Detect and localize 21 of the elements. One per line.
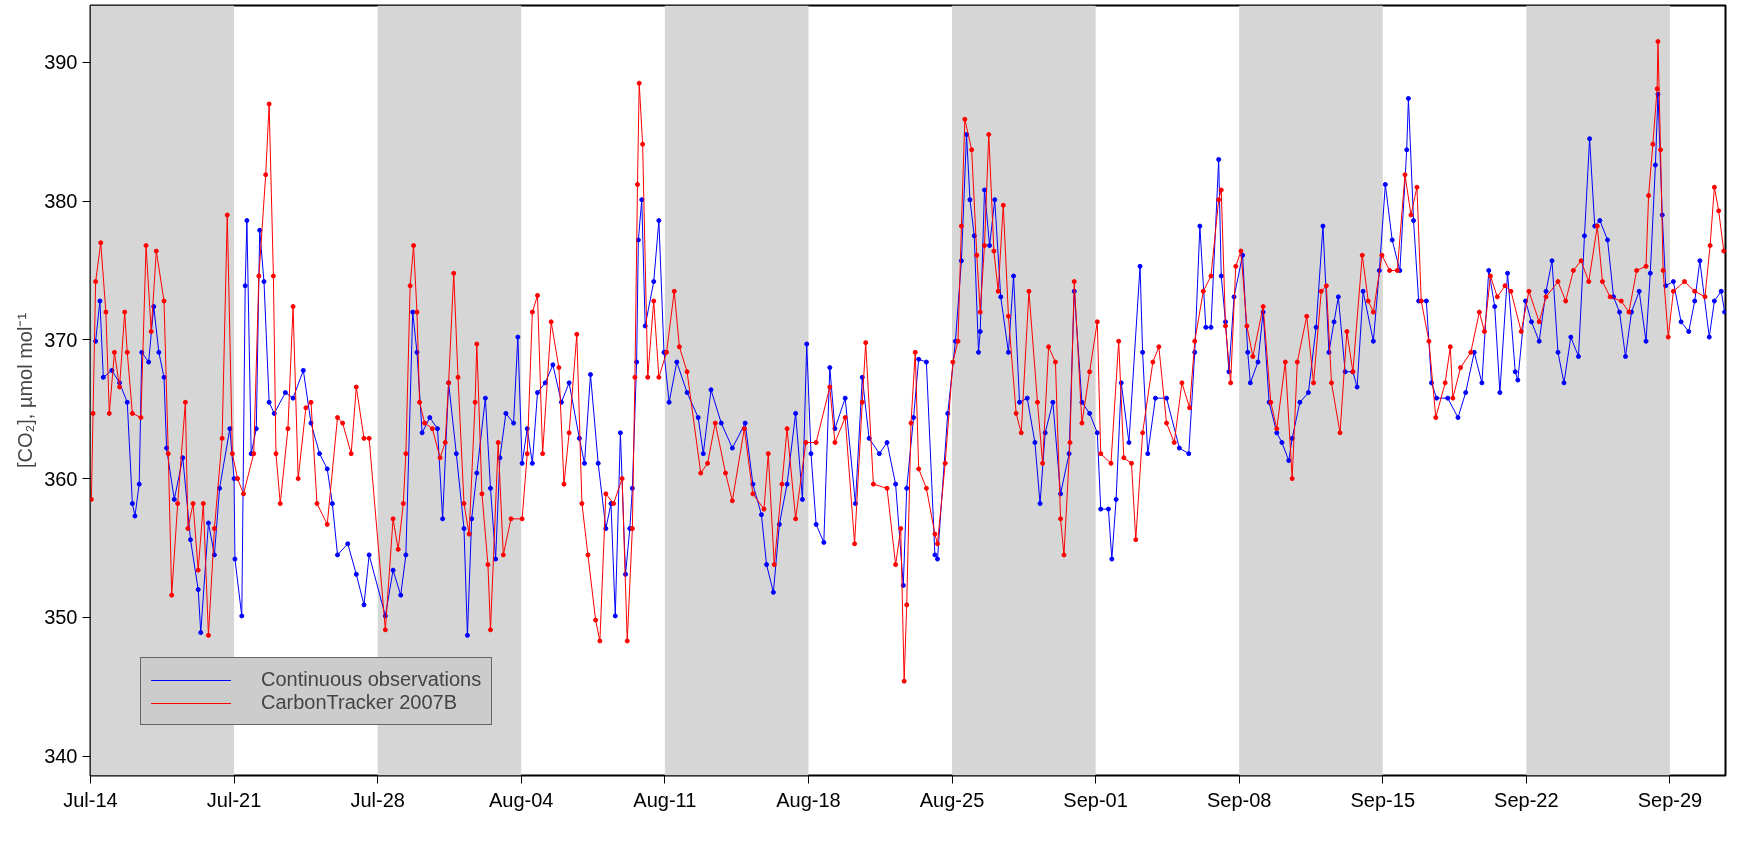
x-tick-label: Jul-14 [63,788,118,811]
x-tick-label: Aug-04 [489,788,554,811]
y-tick-label: 370 [44,328,78,351]
y-tick-label: 340 [44,745,78,768]
y-axis-title: [CO₂], µmol mol⁻¹ [14,312,37,469]
x-tick-label: Sep-22 [1494,788,1559,811]
x-tick-label: Aug-25 [919,788,985,811]
y-tick-label: 360 [44,467,78,490]
x-tick-label: Aug-11 [633,788,697,811]
y-tick-label: 380 [44,190,78,213]
y-tick-label: 350 [44,606,78,629]
y-tick-label: 390 [44,51,78,74]
x-tick-label: Aug-18 [776,788,841,811]
x-tick-label: Sep-29 [1637,788,1703,811]
legend-label: Continuous observations [261,668,482,691]
x-tick-label: Jul-28 [350,788,405,811]
x-tick-label: Sep-15 [1350,788,1416,811]
x-tick-label: Jul-21 [206,788,262,811]
x-tick-label: Sep-01 [1063,788,1128,811]
legend-label: CarbonTracker 2007B [261,691,458,714]
x-tick-label: Sep-08 [1206,788,1272,811]
